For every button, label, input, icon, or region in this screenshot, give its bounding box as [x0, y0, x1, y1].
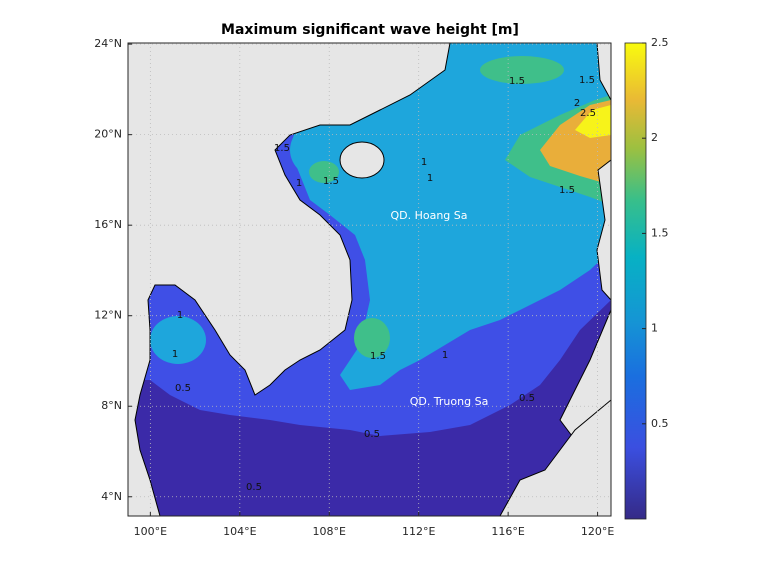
colorbar-tick-label: 1 — [651, 322, 658, 335]
contour-label: 1.5 — [559, 185, 575, 196]
contour-label: 1 — [421, 157, 427, 168]
y-tick-label: 12°N — [94, 309, 122, 322]
land — [596, 159, 611, 301]
x-tick-label: 116°E — [491, 525, 524, 538]
sea-15 — [309, 161, 339, 183]
sea-10 — [150, 316, 206, 364]
x-tick-label: 100°E — [134, 525, 167, 538]
contour-label: 2.5 — [580, 108, 596, 119]
land — [339, 141, 385, 179]
sea-25 — [575, 105, 611, 138]
contour-label: 1 — [296, 178, 302, 189]
contour-label: 1 — [177, 310, 183, 321]
land — [596, 43, 611, 101]
colorbar — [624, 42, 647, 520]
contour-label: 0.5 — [364, 429, 380, 440]
x-tick-label: 112°E — [402, 525, 435, 538]
sea-15 — [354, 318, 390, 358]
contour-label: 0.5 — [519, 393, 535, 404]
colorbar-tick-label: 2 — [651, 131, 658, 144]
map-title: Maximum significant wave height [m] — [221, 22, 519, 38]
annotation: QD. Truong Sa — [410, 395, 489, 408]
axes-frame — [127, 42, 612, 517]
grid — [128, 43, 611, 516]
land — [128, 43, 451, 516]
y-tick-label: 4°N — [101, 490, 122, 503]
contour-label: 1.5 — [370, 351, 386, 362]
contour-label: 1.5 — [274, 143, 290, 154]
y-tick-label: 16°N — [94, 218, 122, 231]
contour-label: 1 — [172, 349, 178, 360]
y-tick-label: 24°N — [94, 37, 122, 50]
colorbar-tick-label: 2.5 — [651, 36, 669, 49]
y-tick-label: 20°N — [94, 128, 122, 141]
x-tick-label: 108°E — [313, 525, 346, 538]
annotation: QD. Hoang Sa — [390, 209, 467, 222]
contour-label: 1.5 — [323, 176, 339, 187]
colorbar-tick-label: 0.5 — [651, 417, 669, 430]
colorbar-tick-label: 1.5 — [651, 226, 669, 239]
contour-label: 1.5 — [509, 76, 525, 87]
contour-label: 2 — [574, 98, 580, 109]
contour-label: 1 — [427, 173, 433, 184]
contour-label: 1 — [442, 350, 448, 361]
contour-label: 0.5 — [246, 482, 262, 493]
contour-label: 1.5 — [579, 75, 595, 86]
x-tick-label: 120°E — [581, 525, 614, 538]
land — [499, 399, 611, 516]
x-tick-label: 104°E — [223, 525, 256, 538]
y-tick-label: 8°N — [101, 399, 122, 412]
sea-15 — [480, 56, 564, 84]
contour-label: 0.5 — [175, 383, 191, 394]
